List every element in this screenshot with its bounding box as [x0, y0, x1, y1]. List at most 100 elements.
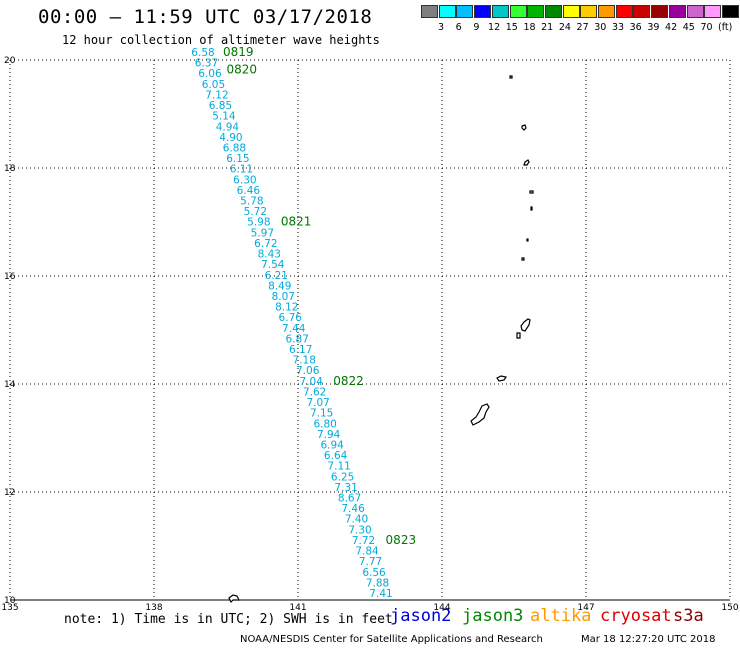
track-value: 7.15 — [310, 408, 333, 420]
island-saipan — [520, 318, 531, 332]
altimeter-track: 6.586.376.066.057.126.855.144.944.906.88… — [191, 47, 392, 600]
legend-swatch-4 — [491, 5, 509, 18]
lat-label: 18 — [4, 164, 16, 174]
track-value: 7.06 — [296, 365, 320, 377]
track-value: 7.62 — [303, 386, 326, 398]
satellite-s3a: s3a — [673, 606, 704, 626]
legend-label: 6 — [455, 22, 462, 33]
track-value: 7.46 — [341, 503, 365, 515]
track-value: 5.97 — [251, 227, 274, 239]
legend-label: 33 — [611, 22, 625, 33]
track-value: 6.72 — [254, 238, 277, 250]
island-farallon-de-pajaros — [509, 75, 513, 79]
lon-label: 150 — [721, 603, 738, 613]
track-value: 6.11 — [230, 164, 253, 176]
track-value: 6.30 — [233, 174, 256, 186]
track-value: 5.98 — [247, 217, 270, 229]
map-subtitle: 12 hour collection of altimeter wave hei… — [62, 33, 380, 47]
lat-label: 16 — [4, 272, 16, 282]
track-value: 6.25 — [331, 471, 354, 483]
island-maug — [521, 124, 527, 131]
island-yap — [228, 594, 240, 604]
legend-swatch-16 — [704, 5, 722, 18]
track-value: 5.14 — [212, 111, 236, 123]
track-value: 6.56 — [362, 567, 386, 579]
legend-label: 27 — [576, 22, 589, 33]
legend-swatch-8 — [562, 5, 580, 18]
timestamp-text: Mar 18 12:27:20 UTC 2018 — [581, 634, 716, 645]
legend-label: 36 — [629, 22, 642, 33]
time-labels: 0819 0820 0821 0822 0823 — [223, 45, 416, 547]
island-rota — [496, 375, 507, 382]
track-value: 7.12 — [205, 89, 228, 101]
legend-swatch-14 — [668, 5, 686, 18]
island-alamagan — [526, 238, 529, 242]
satellite-cryosat: cryosat — [600, 606, 672, 626]
legend-swatch-12 — [633, 5, 651, 18]
island-outlines — [228, 75, 534, 604]
lat-label: 10 — [4, 596, 16, 606]
satellite-jason2: jason2 — [390, 606, 452, 626]
track-value: 6.05 — [202, 79, 225, 91]
track-value: 8.49 — [268, 280, 291, 292]
track-value: 6.94 — [320, 439, 344, 451]
lat-label: 14 — [4, 380, 16, 390]
track-time-label: 0820 — [226, 63, 257, 77]
track-value: 7.11 — [327, 461, 350, 473]
track-value: 4.94 — [216, 121, 240, 133]
legend-label: 42 — [665, 22, 678, 33]
track-value: 7.88 — [366, 577, 389, 589]
lon-label: 144 — [433, 603, 450, 613]
island-pagan — [530, 206, 533, 211]
track-value: 7.31 — [334, 482, 357, 494]
legend-swatch-0 — [421, 5, 438, 18]
graticule — [10, 59, 730, 600]
track-value: 7.18 — [293, 355, 316, 367]
track-value: 7.41 — [369, 588, 392, 600]
legend-swatch-7 — [544, 5, 562, 18]
track-value: 7.84 — [355, 546, 379, 558]
track-value: 6.80 — [313, 418, 336, 430]
track-value: 6.76 — [279, 312, 303, 324]
legend-label: 3 — [437, 22, 445, 33]
track-value: 6.37 — [195, 58, 218, 70]
legend-label: 21 — [541, 22, 554, 33]
track-value: 8.43 — [258, 249, 281, 261]
map-border — [9, 60, 731, 601]
legend-unit: (ft) — [718, 22, 733, 33]
legend-label: 18 — [523, 22, 536, 33]
track-value: 4.90 — [219, 132, 242, 144]
track-value: 6.17 — [289, 344, 312, 356]
island-tinian — [516, 332, 521, 339]
lon-label: 141 — [289, 603, 306, 613]
legend-swatch-5 — [509, 5, 527, 18]
track-value: 7.44 — [282, 323, 306, 335]
legend-swatch-3 — [474, 5, 492, 18]
legend-label: 45 — [682, 22, 695, 33]
island-guguan — [521, 257, 525, 261]
track-value: 6.88 — [223, 142, 246, 154]
satellite-jason3: jason3 — [462, 606, 524, 626]
track-value: 6.21 — [265, 270, 288, 282]
satellite-altika: altika — [530, 606, 592, 626]
legend-label: 39 — [647, 22, 660, 33]
legend-swatch-2 — [456, 5, 474, 18]
legend-swatch-15 — [686, 5, 704, 18]
track-time-label: 0822 — [333, 374, 364, 388]
legend-swatch-1 — [438, 5, 456, 18]
track-value: 5.78 — [240, 196, 263, 208]
lon-label: 147 — [577, 603, 594, 613]
lon-label: 138 — [145, 603, 162, 613]
legend-label: 24 — [558, 22, 571, 33]
legend-swatch-17 — [721, 5, 739, 18]
legend-swatch-11 — [615, 5, 633, 18]
track-value: 5.72 — [244, 206, 267, 218]
lon-label: 135 — [1, 603, 18, 613]
island-guam — [470, 403, 490, 426]
track-value: 7.07 — [306, 397, 329, 409]
map-title: 00:00 – 11:59 UTC 03/17/2018 — [38, 6, 373, 28]
legend-label: 15 — [505, 22, 518, 33]
track-value: 6.15 — [226, 153, 249, 165]
